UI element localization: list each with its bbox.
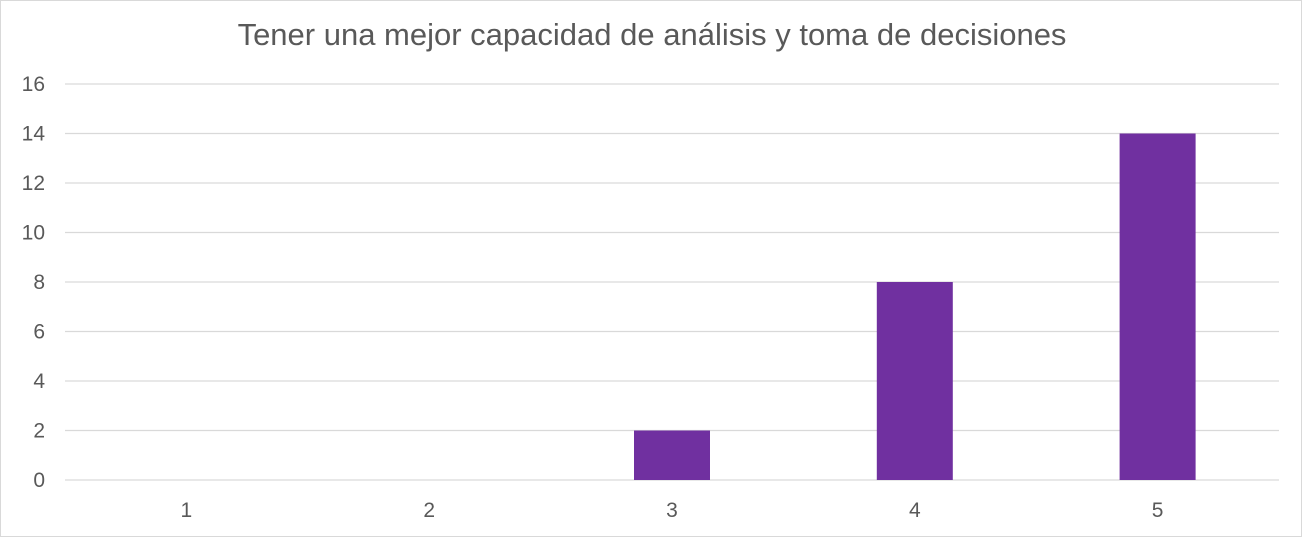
bars xyxy=(634,133,1196,480)
x-tick-label: 1 xyxy=(181,499,193,522)
x-axis-ticks: 1 2 3 4 5 xyxy=(181,499,1164,522)
y-tick-label: 2 xyxy=(33,420,45,443)
bar-4 xyxy=(876,282,953,480)
y-tick-label: 4 xyxy=(33,370,45,393)
chart-title: Tener una mejor capacidad de análisis y … xyxy=(237,17,1067,52)
y-tick-label: 16 xyxy=(22,73,45,96)
y-tick-label: 0 xyxy=(33,469,45,492)
y-tick-label: 6 xyxy=(33,321,45,344)
x-tick-label: 3 xyxy=(666,499,678,522)
x-tick-label: 2 xyxy=(423,499,435,522)
bar-3 xyxy=(634,430,710,480)
x-tick-label: 5 xyxy=(1152,499,1164,522)
y-tick-label: 14 xyxy=(22,123,46,146)
gridlines xyxy=(65,83,1279,481)
y-tick-label: 12 xyxy=(22,172,45,195)
y-tick-label: 8 xyxy=(33,271,45,294)
x-tick-label: 4 xyxy=(909,499,921,522)
y-axis-ticks: 0 2 4 6 8 10 12 14 16 xyxy=(22,73,46,492)
bar-5 xyxy=(1119,133,1196,480)
y-tick-label: 10 xyxy=(22,222,45,245)
